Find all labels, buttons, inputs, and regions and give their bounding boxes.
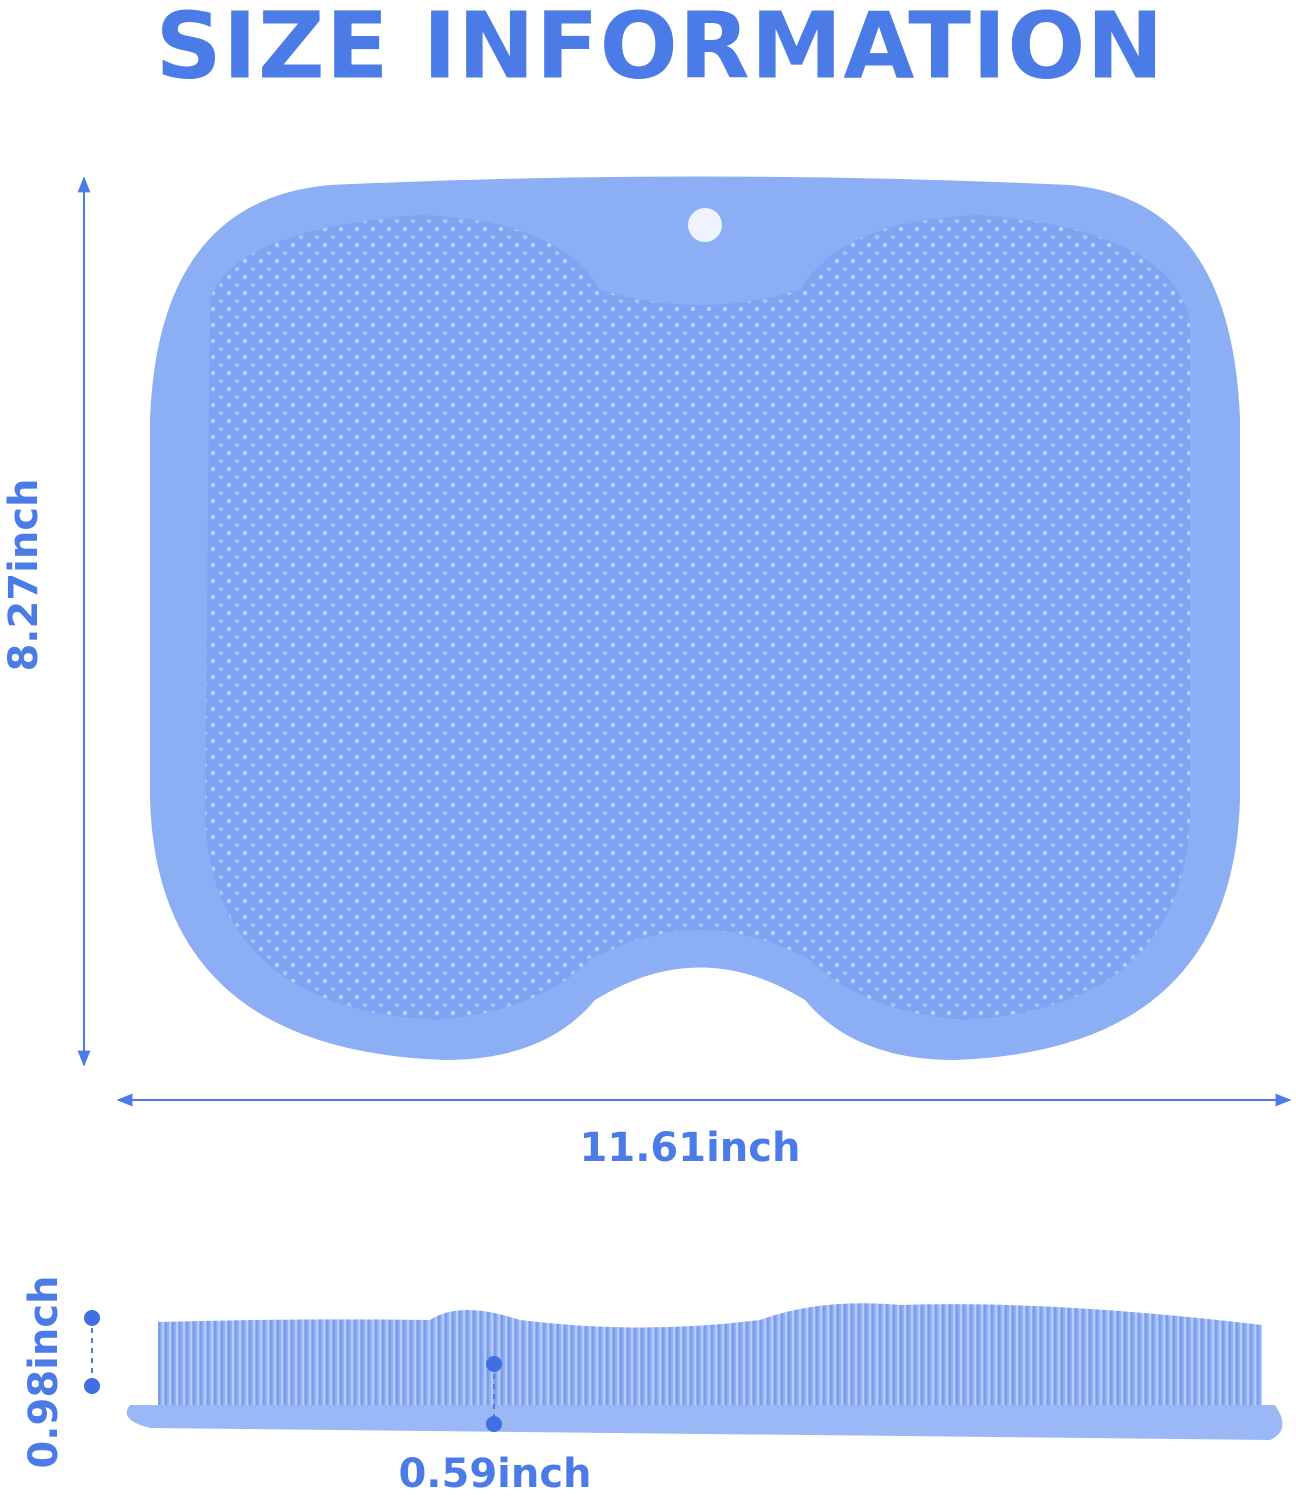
hang-hole [688, 208, 722, 242]
bristle-dot [486, 1416, 502, 1432]
thickness-dot [84, 1378, 100, 1394]
mat-side-base [126, 1405, 1283, 1440]
thickness-dot [84, 1310, 100, 1326]
thickness-label: 0.98inch [21, 1275, 67, 1468]
bristle-dot [486, 1356, 502, 1372]
bristle-label: 0.59inch [398, 1451, 591, 1497]
mat-bristles [205, 215, 1190, 1020]
height-label: 8.27inch [1, 478, 47, 671]
mat-side-bristles [158, 1303, 1262, 1405]
title: SIZE INFORMATION [156, 0, 1165, 99]
width-label: 11.61inch [580, 1125, 801, 1171]
